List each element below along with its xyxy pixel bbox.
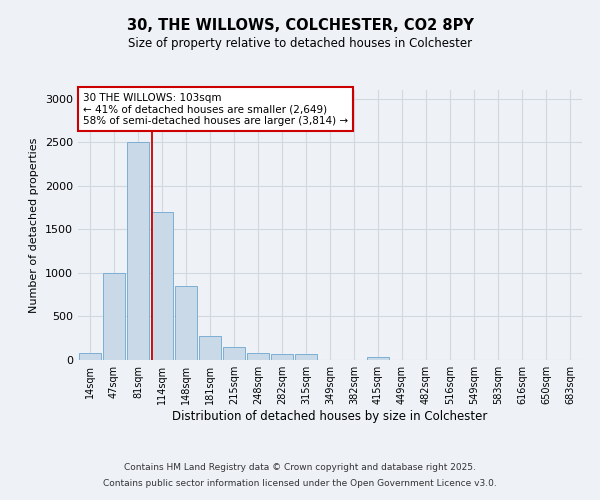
Text: 30, THE WILLOWS, COLCHESTER, CO2 8PY: 30, THE WILLOWS, COLCHESTER, CO2 8PY — [127, 18, 473, 32]
Bar — [151, 212, 173, 360]
Text: Size of property relative to detached houses in Colchester: Size of property relative to detached ho… — [128, 38, 472, 51]
Text: 30 THE WILLOWS: 103sqm
← 41% of detached houses are smaller (2,649)
58% of semi-: 30 THE WILLOWS: 103sqm ← 41% of detached… — [83, 92, 348, 126]
Text: Contains HM Land Registry data © Crown copyright and database right 2025.: Contains HM Land Registry data © Crown c… — [124, 464, 476, 472]
Bar — [247, 353, 269, 360]
Bar — [199, 336, 221, 360]
Bar — [175, 286, 197, 360]
Bar — [271, 354, 293, 360]
Y-axis label: Number of detached properties: Number of detached properties — [29, 138, 40, 312]
Text: Contains public sector information licensed under the Open Government Licence v3: Contains public sector information licen… — [103, 478, 497, 488]
Bar — [79, 354, 101, 360]
X-axis label: Distribution of detached houses by size in Colchester: Distribution of detached houses by size … — [172, 410, 488, 423]
Bar — [223, 347, 245, 360]
Bar — [295, 354, 317, 360]
Bar — [367, 358, 389, 360]
Bar — [127, 142, 149, 360]
Bar — [103, 273, 125, 360]
